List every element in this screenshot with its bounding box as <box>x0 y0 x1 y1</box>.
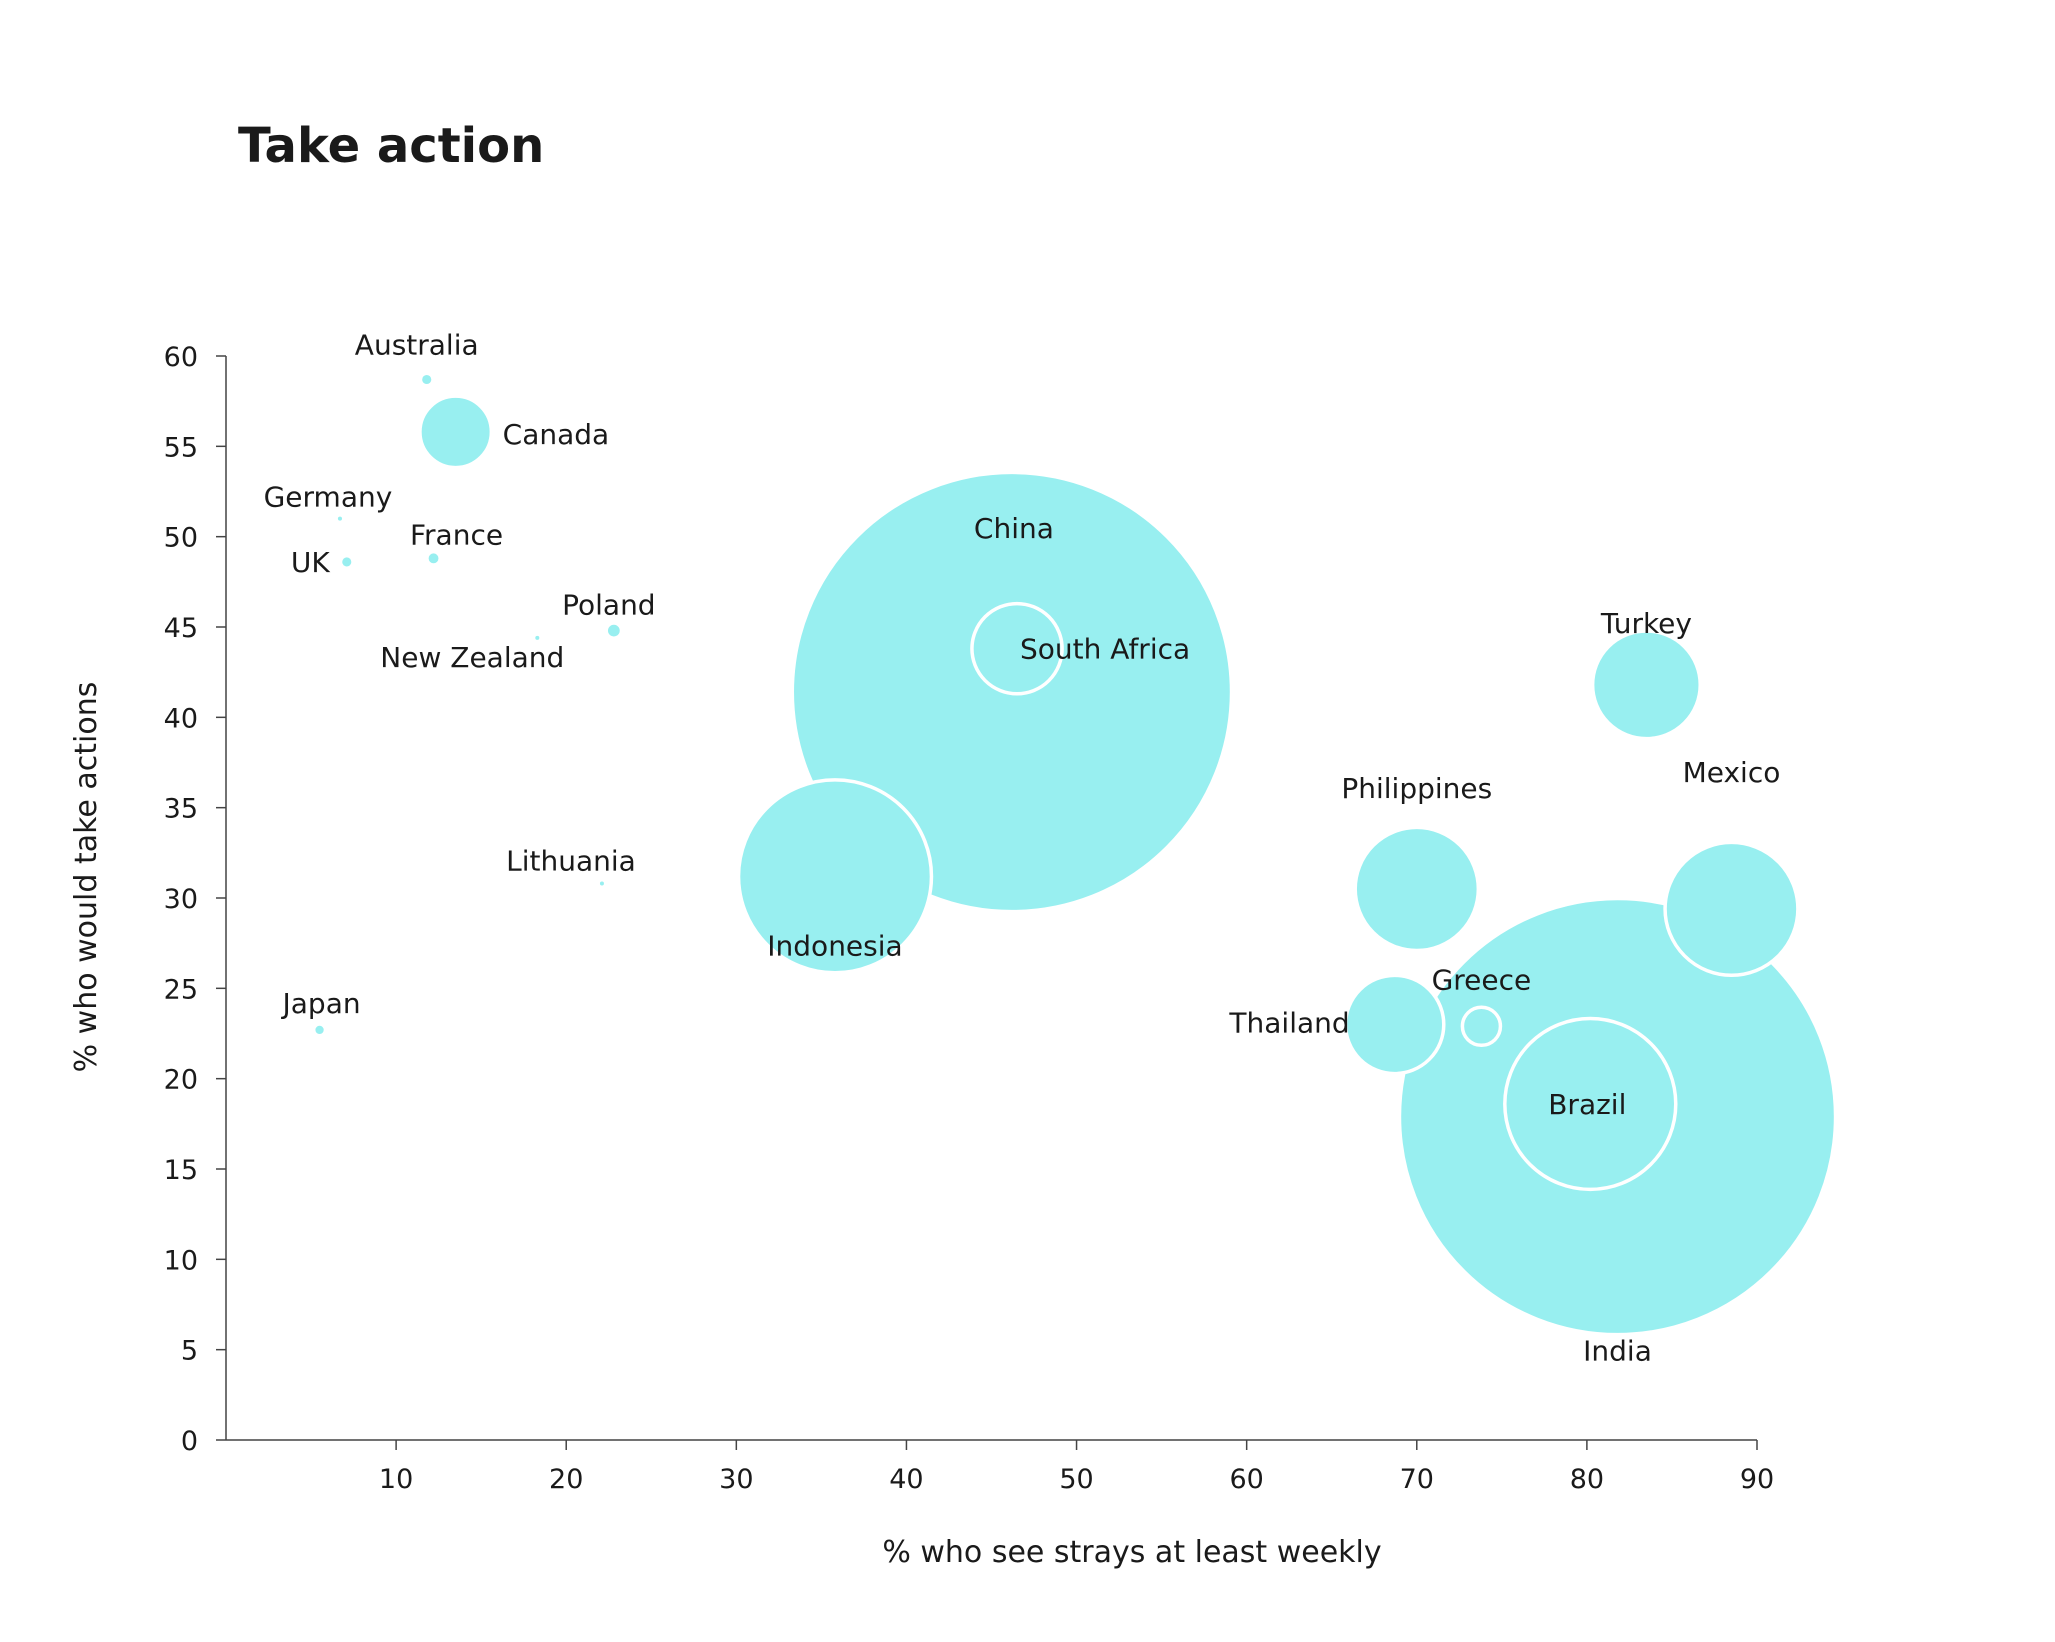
y-tick-label: 10 <box>164 1245 198 1276</box>
x-tick-label: 50 <box>1059 1464 1093 1495</box>
label-greece: Greece <box>1432 963 1532 996</box>
bubble-canada <box>418 394 494 470</box>
y-tick-label: 40 <box>164 703 198 734</box>
y-tick-label: 30 <box>164 884 198 915</box>
y-tick-label: 5 <box>181 1336 198 1367</box>
y-tick-label: 25 <box>164 974 198 1005</box>
label-australia: Australia <box>355 328 479 361</box>
bubble-labels: Australia Canada Germany France UK Poland New … <box>264 328 1781 1367</box>
bubble-germany <box>337 516 343 521</box>
label-turkey: Turkey <box>1600 607 1692 640</box>
x-tick-label: 80 <box>1570 1464 1604 1495</box>
label-brazil: Brazil <box>1548 1088 1626 1121</box>
x-tick-label: 90 <box>1740 1464 1774 1495</box>
bubble-australia <box>422 374 432 385</box>
label-china: China <box>974 512 1054 545</box>
label-lithuania: Lithuania <box>506 845 636 878</box>
bubble-new-zealand <box>535 635 540 640</box>
label-mexico: Mexico <box>1683 756 1781 789</box>
y-tick-label: 0 <box>181 1426 198 1457</box>
bubble-uk <box>342 557 352 567</box>
label-indonesia: Indonesia <box>767 929 902 962</box>
y-axis-label: % who would take actions <box>69 682 104 1073</box>
y-tick-label: 45 <box>164 613 198 644</box>
bubble-philippines <box>1353 825 1481 953</box>
x-tick-label: 20 <box>549 1464 583 1495</box>
x-axis-label: % who see strays at least weekly <box>882 1535 1381 1570</box>
bubble-france <box>428 553 439 564</box>
label-south-africa: South Africa <box>1020 633 1190 666</box>
label-france: France <box>410 518 503 551</box>
label-philippines: Philippines <box>1341 772 1492 805</box>
bubbles <box>315 374 1838 1337</box>
bubble-lithuania <box>599 881 604 886</box>
y-tick-label: 55 <box>164 432 198 463</box>
y-tick-label: 60 <box>164 342 198 373</box>
label-germany: Germany <box>264 481 393 514</box>
x-tick-label: 60 <box>1229 1464 1263 1495</box>
label-thailand: Thailand <box>1228 1006 1349 1039</box>
x-tick-label: 40 <box>889 1464 923 1495</box>
axes: 0 5 10 15 20 25 30 35 40 45 50 55 60 10 20 30 40 50 60 70 80… <box>164 342 1775 1495</box>
bubble-japan <box>315 1025 324 1035</box>
bubble-thailand <box>1343 973 1446 1076</box>
y-tick-label: 15 <box>164 1155 198 1186</box>
label-canada: Canada <box>503 418 610 451</box>
chart-title: Take action <box>238 118 544 174</box>
label-india: India <box>1583 1335 1652 1368</box>
x-tick-label: 70 <box>1400 1464 1434 1495</box>
bubble-brazil <box>1503 1016 1678 1192</box>
y-tick-label: 35 <box>164 794 198 825</box>
label-japan: Japan <box>281 987 361 1020</box>
bubble-mexico <box>1663 840 1800 978</box>
y-tick-label: 20 <box>164 1065 198 1096</box>
bubble-south-africa <box>970 601 1064 696</box>
bubble-indonesia <box>736 778 934 975</box>
label-new-zealand: New Zealand <box>380 641 564 674</box>
bubble-poland <box>607 624 620 637</box>
y-tick-label: 50 <box>164 523 198 554</box>
x-tick-label: 10 <box>379 1464 413 1495</box>
bubble-greece <box>1460 1005 1503 1048</box>
label-poland: Poland <box>562 589 655 622</box>
bubble-turkey <box>1590 629 1702 741</box>
label-uk: UK <box>291 546 330 579</box>
x-tick-label: 30 <box>719 1464 753 1495</box>
